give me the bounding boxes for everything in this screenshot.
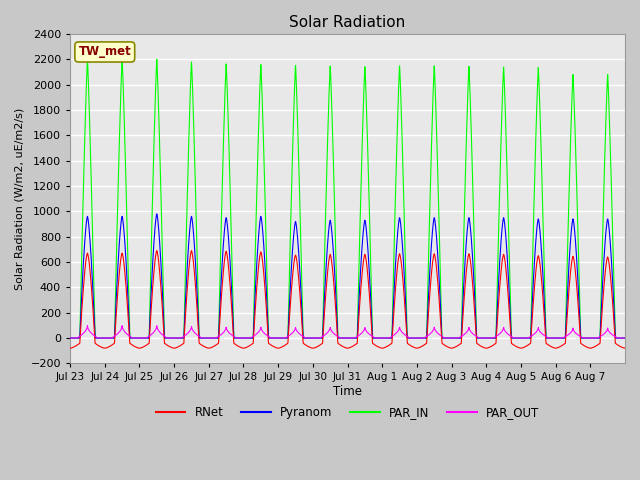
Title: Solar Radiation: Solar Radiation [289,15,406,30]
Legend: RNet, Pyranom, PAR_IN, PAR_OUT: RNet, Pyranom, PAR_IN, PAR_OUT [151,401,544,423]
X-axis label: Time: Time [333,385,362,398]
Text: TW_met: TW_met [79,46,131,59]
Y-axis label: Solar Radiation (W/m2, uE/m2/s): Solar Radiation (W/m2, uE/m2/s) [15,108,25,290]
